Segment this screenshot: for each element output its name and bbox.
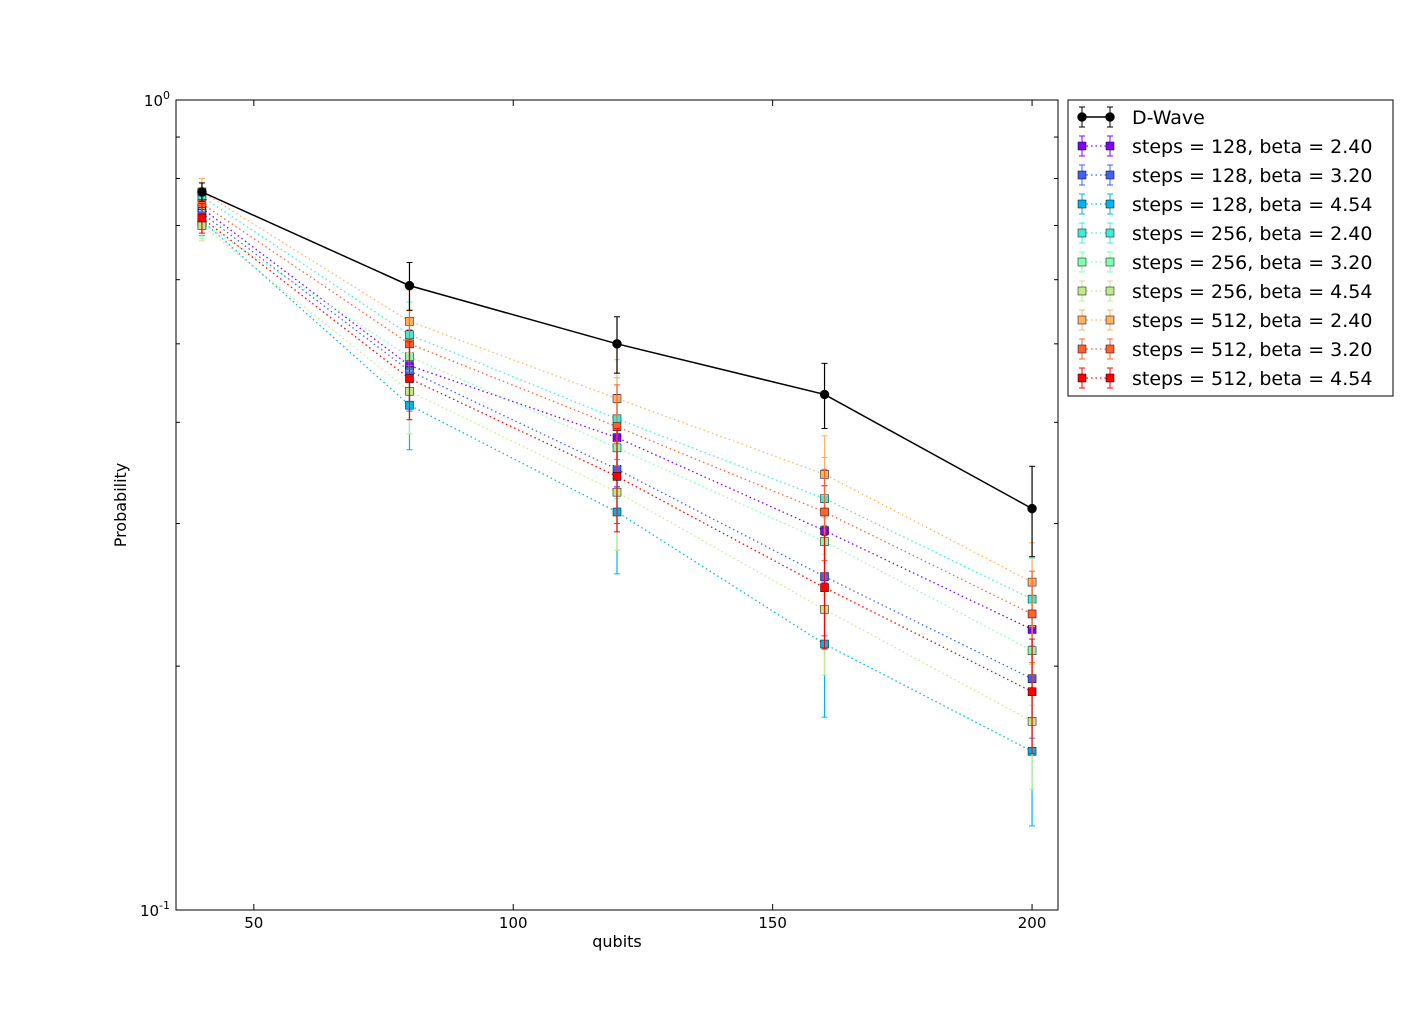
legend-label: steps = 256, beta = 4.54	[1132, 281, 1373, 303]
legend-label: steps = 256, beta = 3.20	[1132, 252, 1373, 274]
legend-label: steps = 128, beta = 3.20	[1132, 165, 1373, 187]
y-tick-label: 10-1	[140, 899, 170, 920]
legend-entry: steps = 256, beta = 2.40	[1077, 222, 1373, 245]
y-tick-label: 100	[144, 89, 170, 110]
x-tick-label: 100	[499, 914, 528, 932]
legend-marker	[1077, 315, 1087, 325]
legend-label: D-Wave	[1132, 107, 1205, 129]
x-tick-label: 200	[1018, 914, 1047, 932]
x-tick-label: 50	[244, 914, 263, 932]
data-point	[820, 507, 829, 517]
y-tick-exp: -1	[159, 899, 170, 912]
legend-marker	[1105, 199, 1115, 209]
legend-marker	[1077, 286, 1087, 296]
legend-entry: steps = 128, beta = 2.40	[1077, 135, 1373, 158]
series-line	[201, 212, 1033, 680]
data-point	[1027, 503, 1037, 514]
data-point	[820, 583, 829, 592]
series-8	[197, 189, 1037, 664]
legend-label: steps = 512, beta = 3.20	[1132, 339, 1373, 361]
series-0	[197, 182, 1037, 558]
data-point	[405, 374, 414, 383]
y-tick-base: 10	[140, 902, 159, 920]
legend: D-Wave steps = 128, beta = 2.40 steps = 12…	[1067, 99, 1394, 397]
legend-label: steps = 128, beta = 2.40	[1132, 136, 1373, 158]
legend-entry: steps = 128, beta = 4.54	[1077, 193, 1373, 216]
legend-entry: steps = 256, beta = 3.20	[1077, 251, 1373, 274]
data-point	[1027, 687, 1037, 696]
legend-marker	[1105, 373, 1115, 383]
y-tick-base: 10	[144, 92, 163, 110]
legend-marker	[1077, 344, 1087, 354]
legend-marker	[1077, 257, 1087, 267]
legend-marker	[1105, 344, 1115, 354]
legend-entry: steps = 256, beta = 4.54	[1077, 280, 1373, 303]
series-9	[197, 203, 1037, 755]
legend-entry: steps = 512, beta = 4.54	[1077, 367, 1373, 390]
legend-marker	[1077, 170, 1087, 180]
legend-marker	[1105, 257, 1115, 267]
series-line	[201, 191, 1033, 583]
data-point	[197, 187, 207, 197]
legend-label: steps = 512, beta = 2.40	[1132, 310, 1373, 332]
legend-entry: steps = 512, beta = 2.40	[1077, 309, 1373, 332]
series-layer	[197, 177, 1037, 827]
legend-marker	[1077, 373, 1087, 383]
data-point	[197, 213, 207, 223]
legend-marker	[1077, 141, 1087, 151]
legend-frame	[1067, 99, 1394, 397]
legend-marker	[1105, 228, 1115, 238]
legend-entry: steps = 512, beta = 3.20	[1077, 338, 1373, 361]
y-tick-exp: 0	[163, 89, 170, 102]
legend-entry: D-Wave	[1077, 106, 1205, 129]
data-point	[1027, 609, 1037, 619]
legend-marker	[1077, 112, 1087, 122]
legend-marker	[1105, 315, 1115, 325]
legend-label: steps = 128, beta = 4.54	[1132, 194, 1373, 216]
legend-marker	[1077, 199, 1087, 209]
plot-frame	[175, 99, 1059, 911]
legend-label: steps = 256, beta = 2.40	[1132, 223, 1373, 245]
data-point	[612, 472, 622, 481]
series-line	[201, 207, 1033, 631]
legend-marker	[1105, 141, 1115, 151]
x-axis-label: qubits	[592, 932, 642, 951]
legend-marker	[1105, 170, 1115, 180]
legend-label: steps = 512, beta = 4.54	[1132, 368, 1373, 390]
data-point	[819, 389, 830, 400]
legend-entry: steps = 128, beta = 3.20	[1077, 164, 1373, 187]
legend-marker	[1105, 286, 1115, 296]
data-point	[404, 280, 415, 291]
legend-marker	[1105, 112, 1115, 122]
series-line	[201, 219, 1033, 752]
data-point	[612, 339, 622, 349]
legend-marker	[1077, 228, 1087, 238]
y-axis-label: Probability	[111, 463, 130, 548]
x-tick-label: 150	[758, 914, 787, 932]
